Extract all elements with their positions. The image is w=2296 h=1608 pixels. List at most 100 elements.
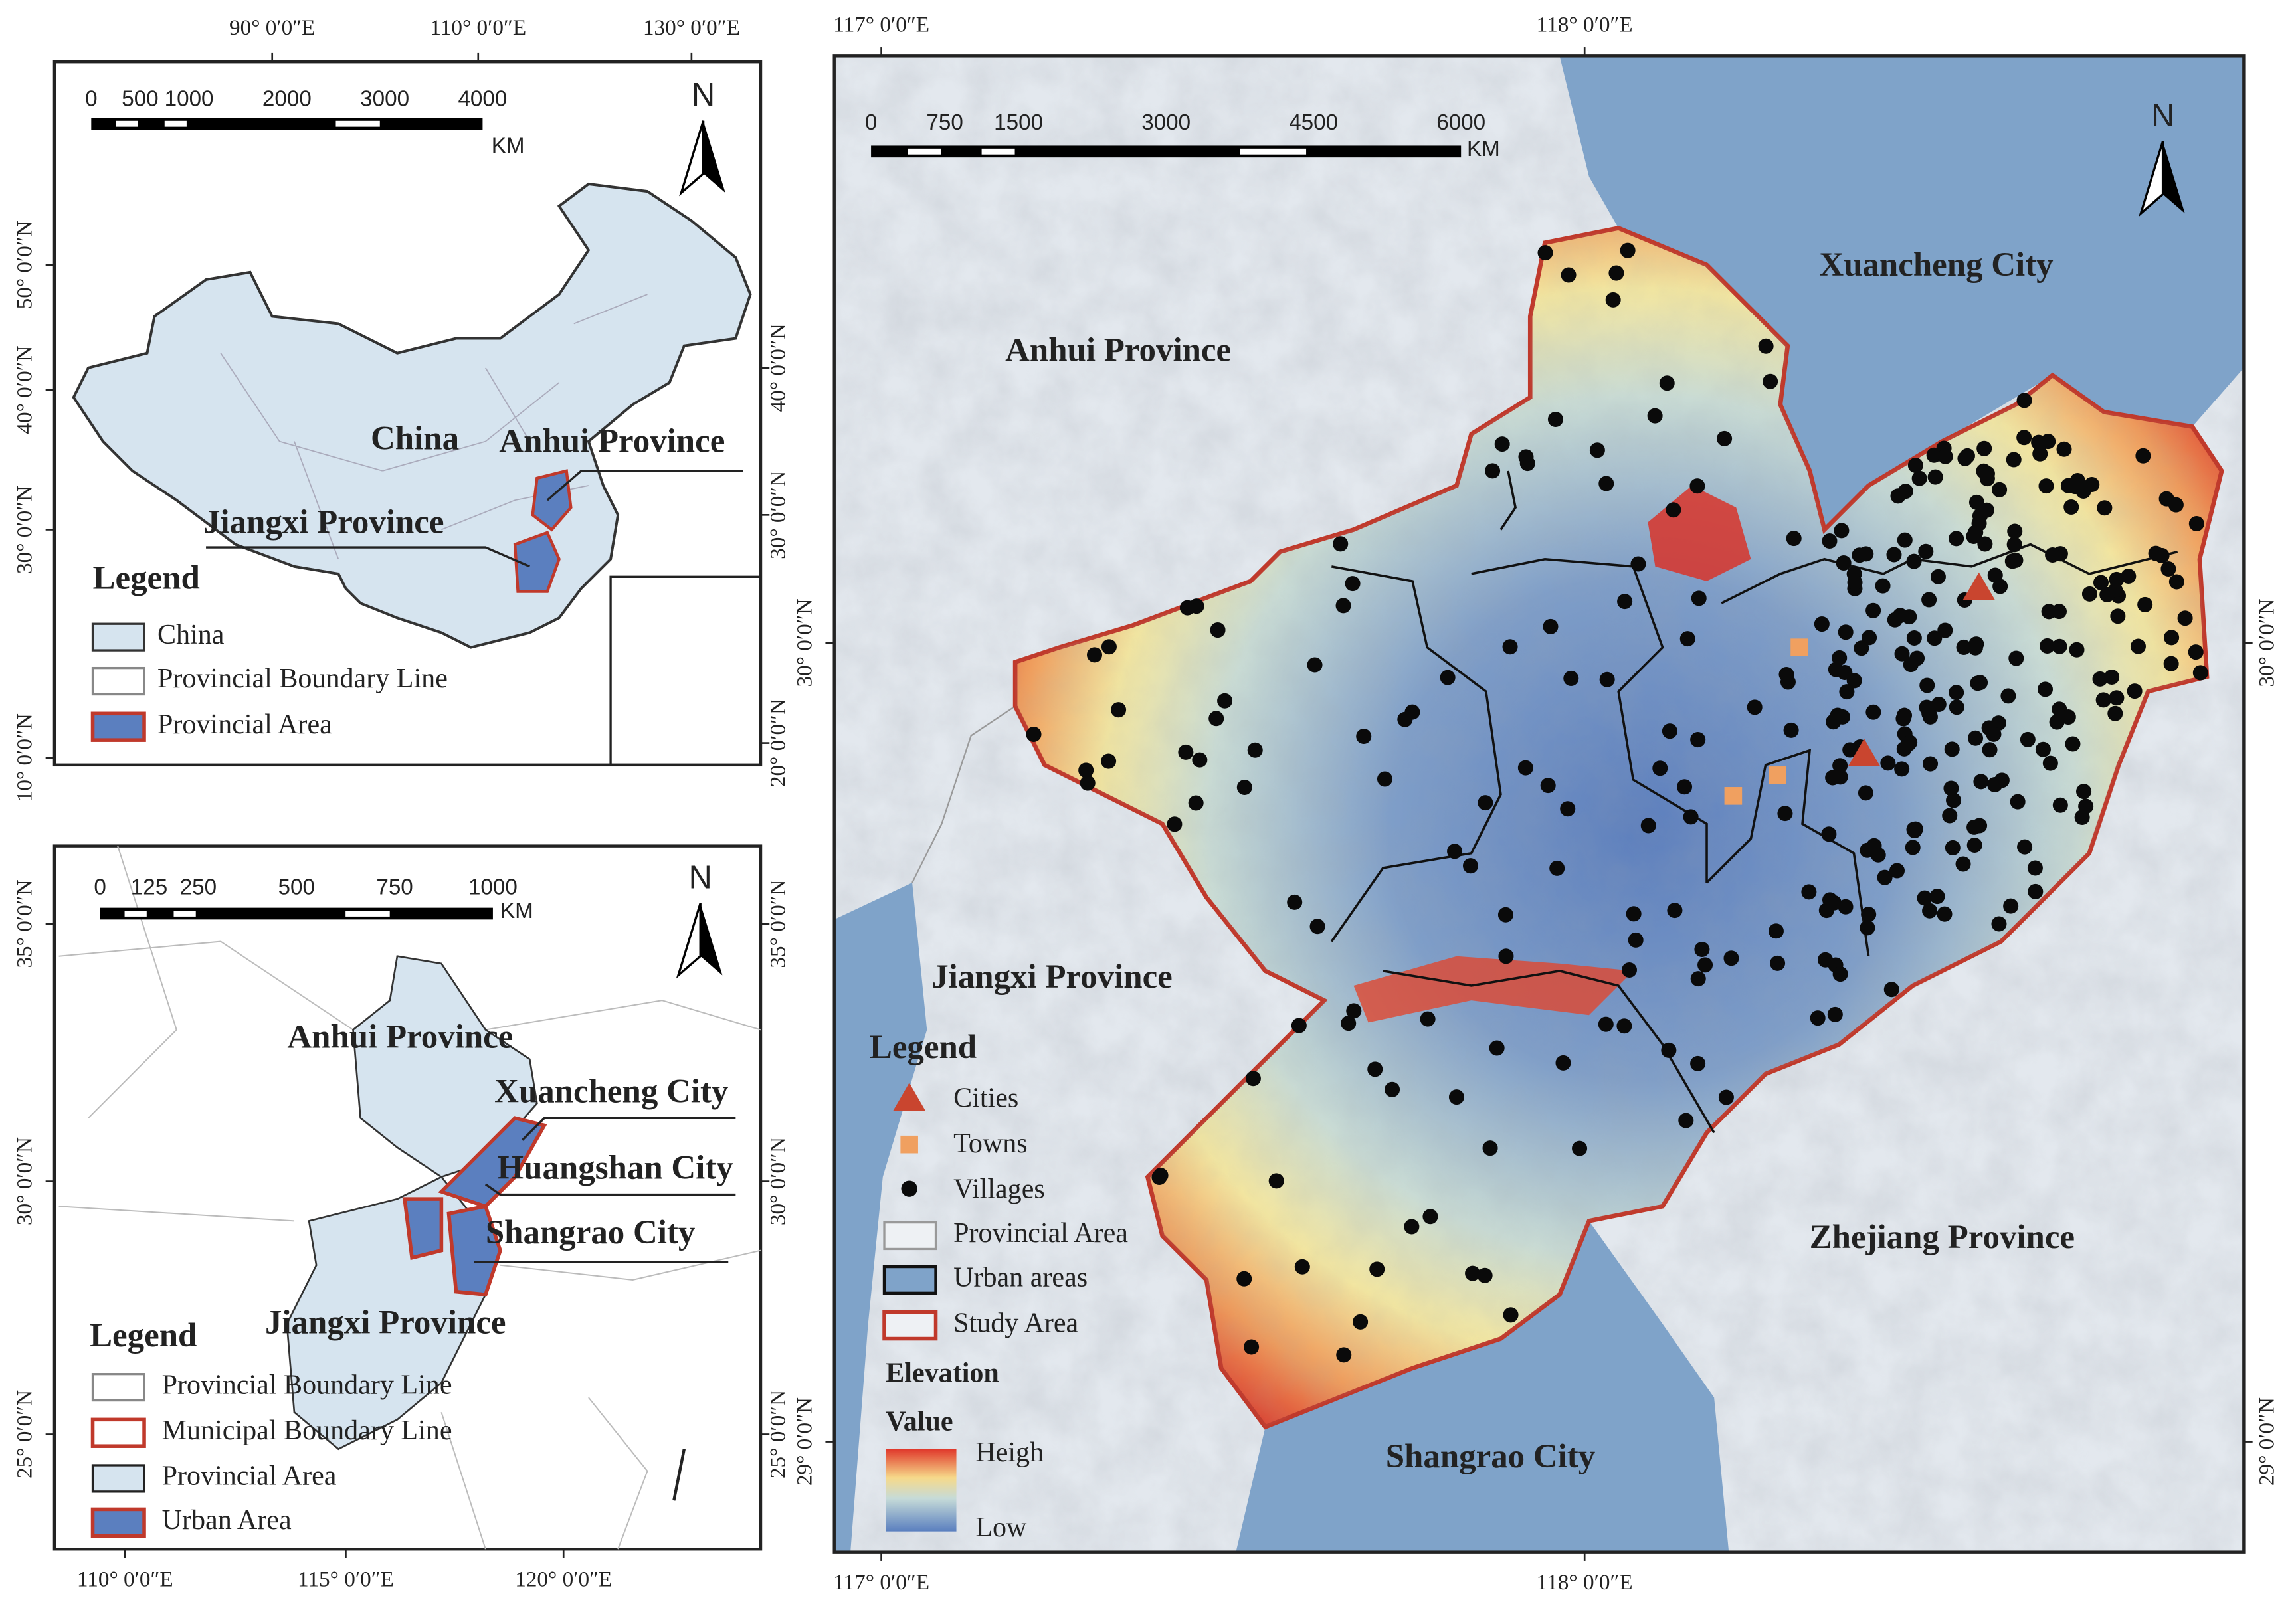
village — [1503, 1307, 1519, 1323]
village — [1616, 1018, 1632, 1034]
village — [1179, 600, 1195, 616]
map-label: Jiangxi Province — [931, 958, 1173, 996]
lat-label: 20° 0′0″N — [765, 699, 790, 787]
urban-area — [402, 1197, 444, 1261]
province-boundary — [573, 294, 648, 325]
village — [1937, 906, 1953, 922]
village — [1309, 919, 1325, 935]
village — [2035, 741, 2051, 757]
village — [1489, 1040, 1505, 1056]
province-boundary — [88, 846, 177, 1119]
village — [1973, 774, 1989, 790]
urban-boundary — [1383, 970, 1715, 1134]
village — [1821, 826, 1837, 842]
legend-label: Low — [975, 1512, 1027, 1543]
town — [1790, 638, 1808, 656]
urban-area — [446, 1204, 502, 1297]
village — [1208, 711, 1224, 727]
village — [1717, 430, 1733, 446]
village — [2164, 630, 2180, 646]
village — [2008, 650, 2024, 666]
village — [1837, 665, 1853, 681]
village — [2109, 571, 2125, 587]
town — [1769, 766, 1786, 784]
village — [1494, 436, 1510, 452]
scale-label: 1000 — [468, 875, 518, 900]
legend-label: Provincial Boundary Line — [157, 664, 448, 694]
lon-label: 117° 0′0″E — [833, 1570, 929, 1595]
village — [1834, 523, 1850, 539]
leader-line — [206, 546, 530, 568]
map-label: Anhui Province — [287, 1019, 513, 1056]
village — [1911, 470, 1927, 486]
village — [1979, 471, 1995, 487]
village — [1519, 456, 1535, 472]
village — [2067, 479, 2083, 495]
legend-label: Cities — [953, 1083, 1018, 1113]
village — [1666, 502, 1681, 518]
village — [1943, 780, 1959, 796]
village — [2107, 705, 2123, 721]
legend-label: Urban areas — [953, 1263, 1088, 1293]
legend-label: Provincial Area — [157, 709, 332, 740]
village — [1086, 647, 1103, 663]
village — [1608, 265, 1624, 281]
village — [1858, 546, 1874, 562]
village — [1026, 727, 1042, 743]
village — [2078, 798, 2094, 814]
province-boundary — [500, 1249, 761, 1281]
village — [1679, 631, 1695, 647]
village — [1691, 590, 1707, 606]
village — [2037, 681, 2054, 697]
scale-bar-segment — [116, 120, 138, 127]
village — [1854, 640, 1869, 656]
scale-label: 0 — [865, 110, 877, 135]
village — [1478, 795, 1493, 811]
lon-label: 120° 0′0″E — [515, 1567, 612, 1592]
village — [1822, 533, 1838, 549]
village — [1992, 482, 2008, 497]
scale-unit: KM — [492, 134, 525, 158]
lat-label: 25° 0′0″N — [765, 1390, 790, 1478]
urban-boundary — [1705, 749, 1870, 956]
scale-bar-segment — [164, 120, 187, 127]
village — [1294, 1259, 1310, 1275]
scale-label: 0 — [94, 875, 106, 900]
village — [1662, 723, 1677, 739]
map-label: Xuancheng City — [1819, 246, 2053, 284]
map-label: China — [371, 420, 459, 457]
village — [1078, 762, 1094, 778]
village — [1944, 741, 1960, 757]
village — [2076, 784, 2092, 800]
village — [1353, 1314, 1369, 1330]
village — [1465, 1265, 1481, 1281]
map-label: Xuancheng City — [494, 1073, 728, 1111]
scale-label: 1500 — [994, 110, 1043, 135]
scale-bar — [871, 145, 1462, 158]
village — [2127, 683, 2143, 699]
panel-frame — [832, 54, 2246, 1554]
village — [1937, 448, 1953, 464]
village — [1307, 657, 1323, 673]
village — [1907, 458, 1923, 474]
province-boundary — [440, 1411, 486, 1550]
village — [1931, 696, 1947, 712]
north-label: N — [2151, 98, 2174, 134]
village — [1377, 771, 1392, 787]
leader-line — [484, 1183, 736, 1196]
lat-label: 30° 0′0″N — [12, 1137, 37, 1225]
village — [1502, 639, 1518, 655]
village — [2163, 656, 2179, 671]
scale-bar — [91, 118, 483, 130]
legend-swatch — [90, 1417, 146, 1448]
village — [1895, 711, 1911, 727]
village — [2188, 515, 2204, 531]
lat-label: 25° 0′0″N — [12, 1390, 37, 1478]
village — [1966, 528, 1982, 545]
village — [1422, 1209, 1438, 1225]
village — [1862, 630, 1877, 646]
village — [2069, 642, 2085, 658]
village — [1946, 792, 1962, 808]
village — [1652, 760, 1668, 776]
